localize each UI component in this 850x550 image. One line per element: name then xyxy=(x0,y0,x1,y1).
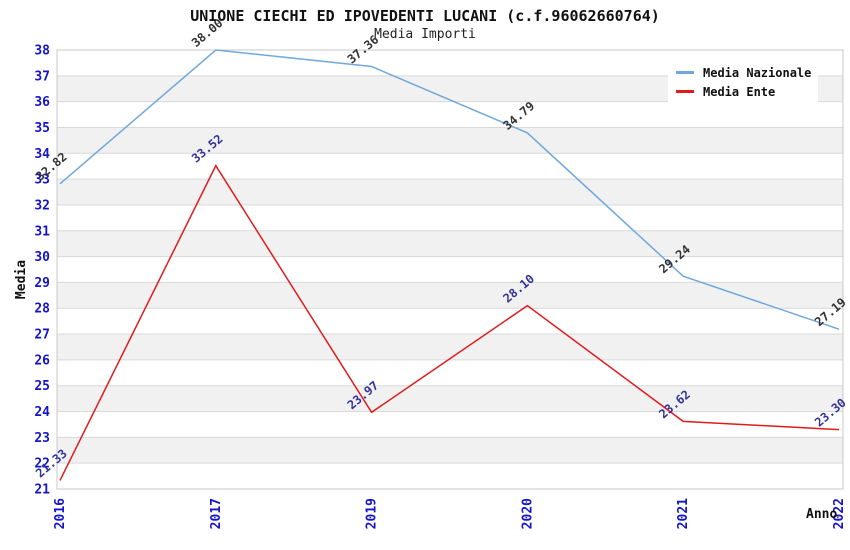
y-tick-label: 31 xyxy=(34,224,50,239)
legend: Media Nazionale Media Ente xyxy=(668,57,818,107)
plot-border xyxy=(56,49,844,490)
series-line-media-ente xyxy=(59,164,840,481)
chart-title: UNIONE CIECHI ED IPOVEDENTI LUCANI (c.f.… xyxy=(190,7,660,25)
plot-band xyxy=(57,334,843,360)
y-tick-label: 29 xyxy=(34,276,50,291)
y-axis-title: Media xyxy=(14,259,30,300)
y-tick-label: 25 xyxy=(34,379,50,394)
x-tick-label: 2021 xyxy=(676,498,691,529)
x-tick-label: 2017 xyxy=(209,498,224,529)
legend-swatch-red-line-icon xyxy=(676,90,694,93)
legend-label: Media Ente xyxy=(703,84,776,99)
x-tick-label: 2022 xyxy=(832,498,847,529)
plot-band xyxy=(57,230,843,257)
plot-band xyxy=(57,385,843,412)
y-tick-label: 32 xyxy=(34,198,50,213)
plot-band xyxy=(57,308,843,335)
plot-band xyxy=(57,153,843,180)
y-tick-label: 33 xyxy=(34,173,50,188)
legend-item-media-ente: Media Ente xyxy=(676,82,818,101)
plot-band xyxy=(57,256,843,283)
series-line-media-nazionale xyxy=(59,49,840,330)
legend-swatch-blue-line-icon xyxy=(676,71,694,74)
plot-band xyxy=(57,437,843,464)
y-tick-label: 24 xyxy=(34,405,50,420)
y-tick-label: 26 xyxy=(34,353,50,368)
plot-band xyxy=(57,359,843,386)
y-tick-label: 23 xyxy=(34,431,50,446)
x-tick-label: 2020 xyxy=(520,498,535,529)
y-tick-label: 22 xyxy=(34,457,50,472)
x-axis-title: Anno xyxy=(806,507,838,522)
plot-band xyxy=(57,179,843,205)
y-tick-label: 27 xyxy=(34,328,50,343)
legend-item-media-nazionale: Media Nazionale xyxy=(676,63,818,82)
y-tick-label: 28 xyxy=(34,302,50,317)
x-tick-label: 2016 xyxy=(53,498,68,529)
y-tick-label: 21 xyxy=(34,483,50,498)
plot-band xyxy=(57,411,843,438)
y-tick-label: 36 xyxy=(34,95,50,110)
x-tick-label: 2019 xyxy=(365,498,380,529)
plot-band xyxy=(57,204,843,231)
plot-band xyxy=(57,463,843,489)
plot-band xyxy=(57,127,843,154)
y-tick-label: 34 xyxy=(34,147,50,162)
y-tick-label: 38 xyxy=(34,44,50,59)
y-tick-label: 37 xyxy=(34,69,50,84)
chart-subtitle: Media Importi xyxy=(374,27,476,42)
point-value-label: 38.00 xyxy=(189,16,226,50)
y-tick-label: 35 xyxy=(34,121,50,136)
plot-band xyxy=(57,282,843,309)
y-tick-label: 30 xyxy=(34,250,50,265)
legend-label: Media Nazionale xyxy=(703,65,812,80)
